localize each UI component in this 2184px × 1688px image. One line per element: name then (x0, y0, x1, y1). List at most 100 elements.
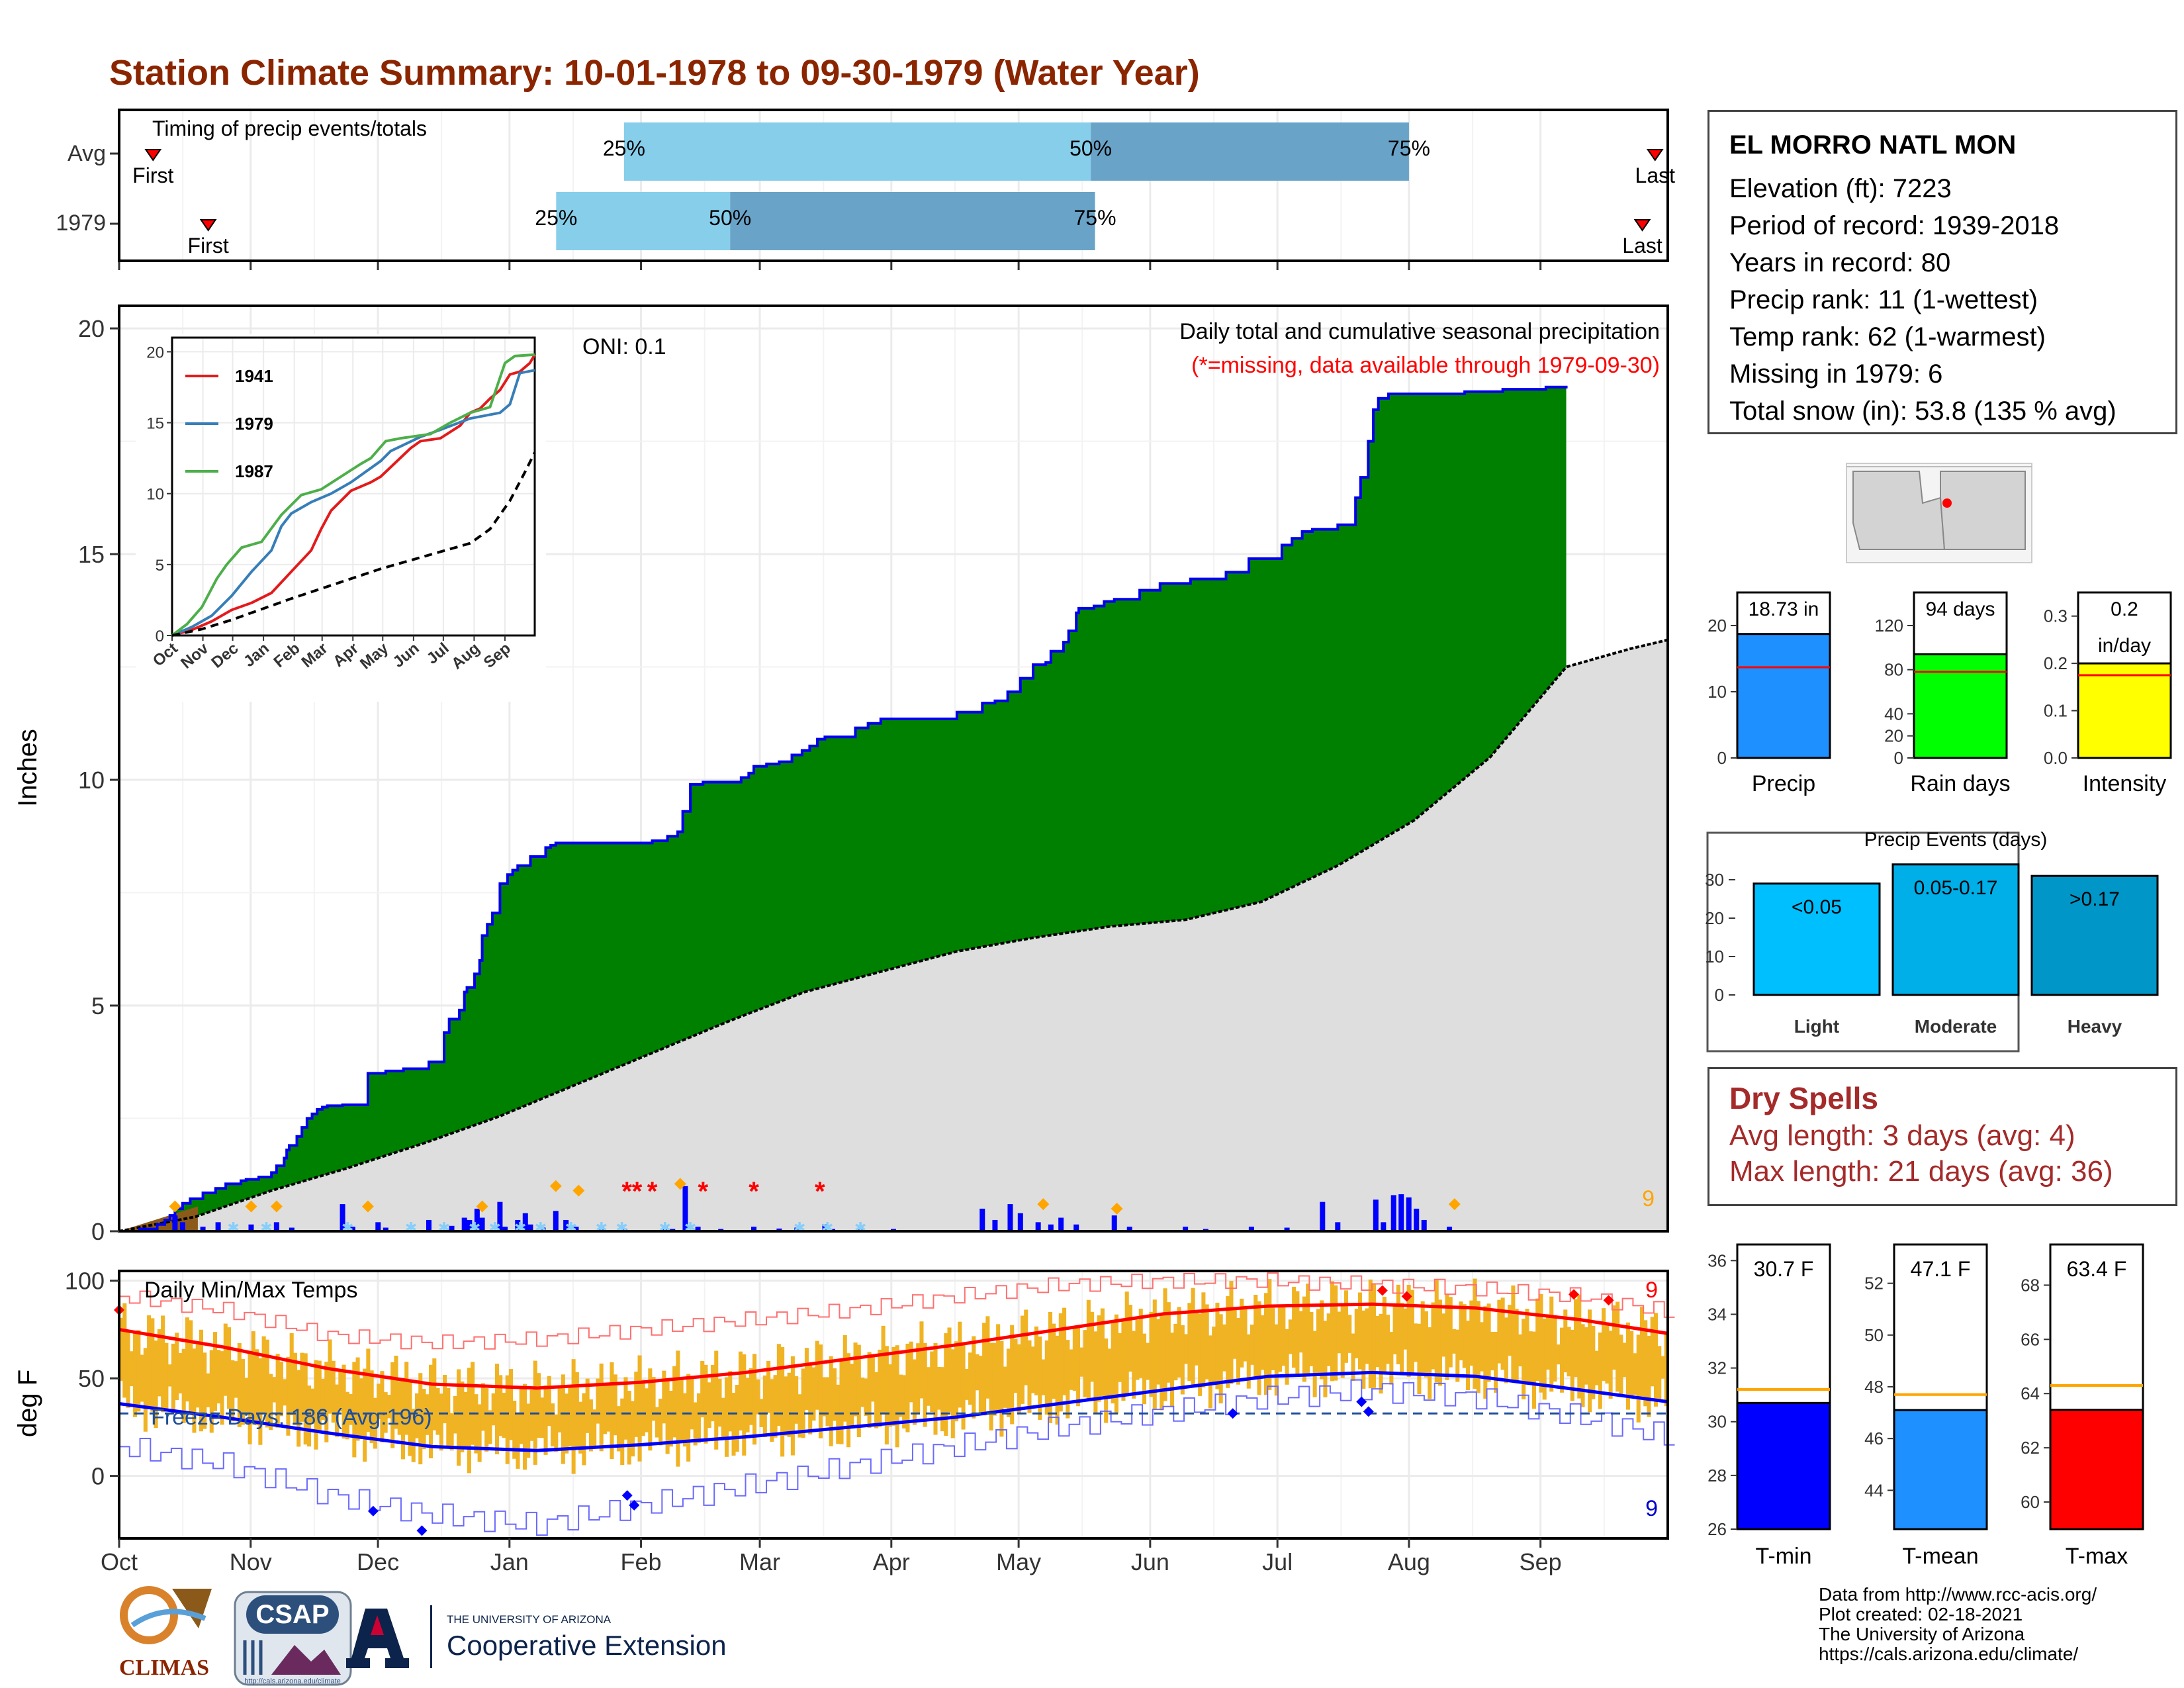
daily-temp-range-bar (171, 1343, 175, 1414)
daily-temp-range-bar (815, 1340, 819, 1410)
credits: Data from http://www.rcc-acis.org/ Plot … (1819, 1585, 2097, 1664)
timing-pct-label: 75% (1388, 136, 1430, 160)
station-period: Period of record: 1939-2018 (1729, 211, 2060, 240)
temp-bar-ytick-label: 52 (1864, 1274, 1884, 1293)
daily-temp-range-bar (1354, 1309, 1359, 1358)
daily-temp-range-bar (1636, 1335, 1641, 1423)
precip-ytick-label: 20 (78, 315, 105, 342)
daily-temp-range-bar (279, 1361, 283, 1417)
daily-temp-range-bar (1118, 1333, 1122, 1382)
daily-temp-range-bar (1469, 1300, 1474, 1366)
daily-temp-range-bar (1114, 1314, 1118, 1415)
daily-precip-bar (1398, 1194, 1404, 1231)
daily-precip-bar (522, 1213, 528, 1231)
summary-bar-value-label: 0.2 (2111, 598, 2138, 620)
daily-temp-range-bar (1062, 1307, 1067, 1395)
daily-temp-range-bar (408, 1381, 412, 1456)
station-location-marker (1942, 498, 1952, 508)
daily-temp-range-bar (522, 1383, 527, 1470)
summary-bar-ytick-label: 0.3 (2044, 606, 2068, 626)
average-tmin-line (118, 1370, 1668, 1452)
daily-temp-range-bar (884, 1346, 889, 1445)
daily-temp-range-bar (982, 1323, 987, 1416)
daily-temp-range-bar (1069, 1349, 1073, 1390)
daily-temp-range-bar (784, 1376, 788, 1436)
snow-marker: ✱ (438, 1219, 450, 1236)
daily-temp-range-bar (1591, 1325, 1596, 1399)
daily-temp-range-bar (422, 1389, 426, 1449)
timing-pct-label: 50% (1069, 136, 1112, 160)
daily-temp-range-bar (241, 1359, 246, 1425)
daily-precip-bar (383, 1227, 388, 1231)
daily-temp-range-bar (349, 1393, 353, 1425)
daily-temp-range-bar (864, 1378, 868, 1416)
daily-temp-range-bar (1187, 1303, 1192, 1382)
daily-temp-range-bar (902, 1375, 907, 1429)
daily-temp-range-bar (480, 1383, 485, 1431)
daily-temp-range-bar (1128, 1305, 1133, 1372)
daily-temp-range-bar (780, 1347, 785, 1457)
daily-temp-range-bar (1622, 1342, 1627, 1378)
daily-temp-range-bar (203, 1352, 207, 1429)
inset-background (136, 334, 546, 702)
daily-temp-range-bar (1006, 1348, 1011, 1417)
daily-temp-range-bar (439, 1393, 443, 1451)
daily-temp-range-bar (1379, 1313, 1383, 1394)
daily-temp-range-bar (1306, 1284, 1310, 1377)
summary-bar-ytick-label: 120 (1875, 616, 1903, 635)
daily-temp-range-bar (596, 1378, 600, 1424)
inset-ytick-label: 20 (146, 344, 164, 361)
daily-temp-range-bar (961, 1342, 966, 1430)
timing-last-label: Last (1635, 164, 1676, 187)
daily-temp-range-bar (1368, 1279, 1373, 1389)
daily-temp-range-bar (502, 1393, 506, 1438)
daily-precip-bar (1111, 1215, 1117, 1231)
precip-caption: Daily total and cumulative seasonal prec… (1179, 319, 1660, 344)
missing-data-star: * (621, 1177, 632, 1206)
daily-temp-range-bar (888, 1364, 893, 1427)
daily-temp-range-bar (926, 1367, 931, 1406)
daily-precip-bar (502, 1227, 508, 1231)
month-label-mar: Mar (739, 1548, 780, 1575)
summary-bar-ytick-label: 80 (1884, 660, 1903, 680)
daily-temp-range-bar (453, 1395, 457, 1434)
daily-temp-range-bar (616, 1406, 621, 1452)
daily-temp-range-bar (449, 1413, 454, 1451)
daily-temp-range-bar (655, 1407, 659, 1438)
daily-temp-range-bar (471, 1362, 475, 1445)
precip-ytick-label: 5 (91, 992, 105, 1019)
daily-temp-range-bar (905, 1343, 910, 1432)
timing-first-marker (144, 149, 162, 162)
daily-temp-range-bar (940, 1367, 945, 1432)
daily-temp-range-bar (1570, 1329, 1574, 1401)
average-precip-line (118, 638, 1668, 1233)
daily-temp-range-bar (289, 1333, 294, 1415)
daily-temp-range-bar (996, 1324, 1001, 1413)
daily-temp-range-bar (443, 1375, 447, 1424)
daily-precip-bar (1421, 1219, 1427, 1231)
daily-temp-range-bar (1264, 1293, 1269, 1395)
daily-temp-range-bar (355, 1357, 360, 1441)
events-ytick-label: 0 (1715, 985, 1724, 1005)
daily-temp-range-bar (463, 1391, 468, 1448)
daily-temp-range-bar (582, 1393, 586, 1466)
daily-temp-range-bar (1657, 1346, 1662, 1399)
daily-temp-range-bar (435, 1387, 440, 1435)
daily-temp-range-bar (338, 1370, 343, 1412)
daily-temp-range-bar (1661, 1356, 1665, 1379)
inset-ytick-label: 15 (146, 415, 164, 433)
daily-temp-range-bar (547, 1376, 551, 1427)
daily-temp-range-bar (258, 1358, 263, 1445)
daily-temp-range-bar (1205, 1304, 1209, 1380)
daily-temp-range-bar (1124, 1291, 1129, 1394)
daily-temp-range-bar (1473, 1278, 1477, 1389)
temp-panel: 0 50 100 deg F Daily Min/Max Temps Freeze … (13, 1268, 1675, 1575)
record-low-marker (629, 1499, 640, 1511)
daily-temp-range-bar (446, 1387, 451, 1448)
daily-precip-bar (479, 1217, 485, 1231)
daily-temp-range-bar (1236, 1318, 1241, 1385)
daily-temp-range-bar (181, 1348, 186, 1423)
daily-temp-range-bar (1330, 1281, 1334, 1382)
heavy-precip-marker (1111, 1202, 1123, 1215)
